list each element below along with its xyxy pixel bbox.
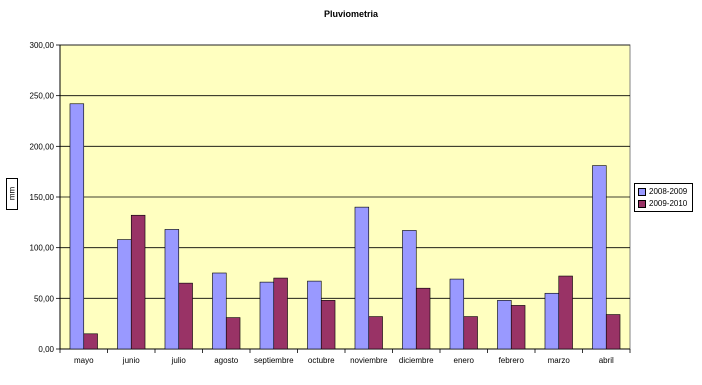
y-tick-label: 100,00 — [30, 244, 55, 253]
bar-1 — [117, 239, 132, 350]
y-tick-label: 250,00 — [30, 92, 55, 101]
legend-swatch-1 — [638, 187, 646, 196]
x-tick-label: abril — [599, 356, 614, 365]
x-tick-label: febrero — [499, 356, 525, 365]
bar-1 — [212, 272, 227, 350]
bar-2 — [320, 300, 336, 350]
bar-2 — [273, 277, 288, 350]
bar-1 — [69, 103, 85, 350]
x-tick-label: mayo — [74, 356, 94, 365]
bar-2 — [178, 282, 193, 350]
bar-1 — [544, 292, 560, 350]
bar-1 — [164, 229, 180, 350]
legend-item-1: 2008-2009 — [638, 187, 687, 196]
y-tick-label: 300,00 — [30, 41, 55, 50]
y-tick-label: 50,00 — [34, 294, 55, 303]
bar-2 — [415, 287, 431, 350]
x-tick-label: julio — [171, 356, 187, 365]
legend-item-2: 2009-2010 — [638, 199, 687, 208]
x-tick-label: enero — [454, 356, 475, 365]
x-tick-label: septiembre — [254, 356, 294, 365]
chart-title: Pluviometria — [323, 9, 379, 19]
bar-2 — [605, 314, 621, 350]
bar-1 — [307, 280, 322, 350]
bar-2 — [558, 275, 573, 350]
y-tick-label: 150,00 — [30, 193, 55, 202]
bar-2 — [130, 214, 146, 350]
bar-1 — [402, 230, 417, 350]
x-tick-label: marzo — [548, 356, 571, 365]
bar-1 — [592, 165, 607, 350]
x-tick-label: agosto — [214, 356, 239, 365]
legend-label-2: 2009-2010 — [649, 199, 688, 208]
bar-1 — [497, 300, 512, 350]
bar-1 — [259, 281, 275, 350]
x-tick-label: noviembre — [350, 356, 388, 365]
bar-2 — [510, 305, 526, 350]
y-tick-label: 200,00 — [30, 142, 55, 151]
x-tick-label: diciembre — [399, 356, 434, 365]
legend: 2008-2009 2009-2010 — [634, 183, 693, 212]
x-tick-label: junio — [122, 356, 140, 365]
bar-1 — [449, 278, 465, 350]
y-axis-label-box: mm — [6, 178, 18, 210]
legend-label-1: 2008-2009 — [649, 187, 688, 196]
y-tick-label: 0,00 — [38, 345, 54, 354]
bar-2 — [225, 317, 241, 350]
bar-2 — [368, 316, 383, 350]
bar-1 — [354, 206, 370, 350]
legend-swatch-2 — [638, 199, 646, 208]
bar-2 — [83, 333, 98, 350]
bar-2 — [463, 316, 478, 350]
x-tick-label: octubre — [308, 356, 335, 365]
